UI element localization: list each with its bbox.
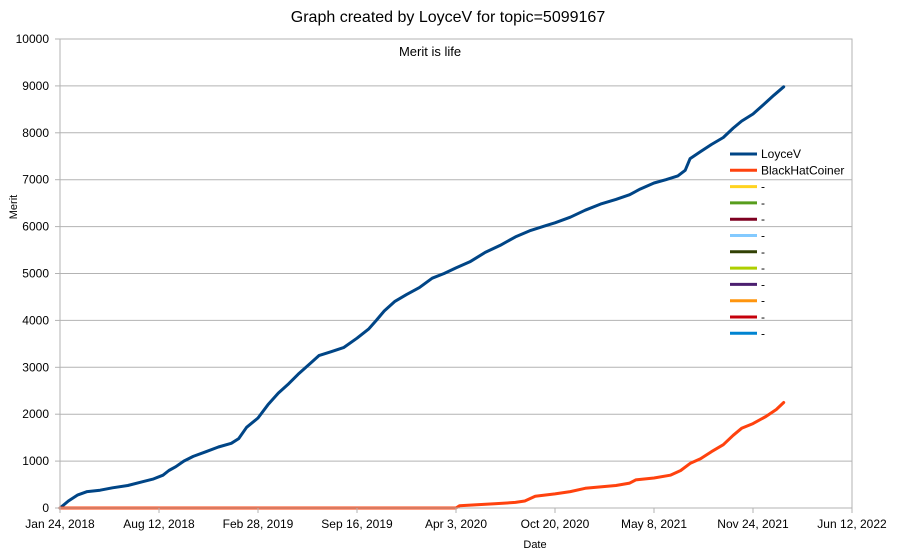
legend-label: LoyceV (761, 147, 801, 161)
chart-subtitle: Merit is life (399, 44, 461, 59)
x-tick-label: May 8, 2021 (621, 517, 687, 531)
legend-label: - (761, 229, 765, 243)
y-tick-label: 0 (42, 501, 49, 515)
x-tick-label: Jan 24, 2018 (25, 517, 95, 531)
legend: LoyceV BlackHatCoiner - - - - - - - - - - (730, 147, 844, 340)
x-axis-ticks: Jan 24, 2018 Aug 12, 2018 Feb 28, 2019 Sep … (25, 508, 887, 531)
y-tick-label: 1000 (22, 454, 49, 468)
y-axis-ticks: 0 1000 2000 3000 4000 5000 6000 7000 8000 9000 100… (16, 32, 60, 515)
legend-label: - (761, 196, 765, 210)
x-tick-label: Sep 16, 2019 (321, 517, 393, 531)
legend-label: - (761, 180, 765, 194)
legend-label: - (761, 326, 765, 340)
legend-label: - (761, 245, 765, 259)
x-axis-title: Date (523, 539, 546, 551)
x-tick-label: Apr 3, 2020 (425, 517, 487, 531)
legend-label: - (761, 277, 765, 291)
y-tick-label: 5000 (22, 267, 49, 281)
legend-label: - (761, 212, 765, 226)
legend-label: BlackHatCoiner (761, 163, 844, 177)
y-tick-label: 3000 (22, 360, 49, 374)
y-tick-label: 9000 (22, 79, 49, 93)
x-tick-label: Nov 24, 2021 (717, 517, 789, 531)
chart-title: Graph created by LoyceV for topic=509916… (291, 9, 606, 26)
series-line-loycev (58, 85, 786, 510)
y-tick-label: 8000 (22, 126, 49, 140)
series-line-blackhatcoiner (58, 401, 786, 510)
x-tick-label: Feb 28, 2019 (223, 517, 294, 531)
y-tick-label: 7000 (22, 173, 49, 187)
legend-label: - (761, 310, 765, 324)
x-tick-label: Jun 12, 2022 (817, 517, 887, 531)
y-tick-label: 10000 (16, 32, 50, 46)
x-tick-label: Oct 20, 2020 (521, 517, 590, 531)
y-tick-label: 2000 (22, 407, 49, 421)
legend-label: - (761, 261, 765, 275)
y-tick-label: 4000 (22, 313, 49, 327)
series-lines (58, 85, 786, 510)
y-tick-label: 6000 (22, 220, 49, 234)
legend-label: - (761, 294, 765, 308)
gridlines (60, 85, 852, 462)
x-tick-label: Aug 12, 2018 (123, 517, 195, 531)
y-axis-title: Merit (8, 195, 20, 219)
